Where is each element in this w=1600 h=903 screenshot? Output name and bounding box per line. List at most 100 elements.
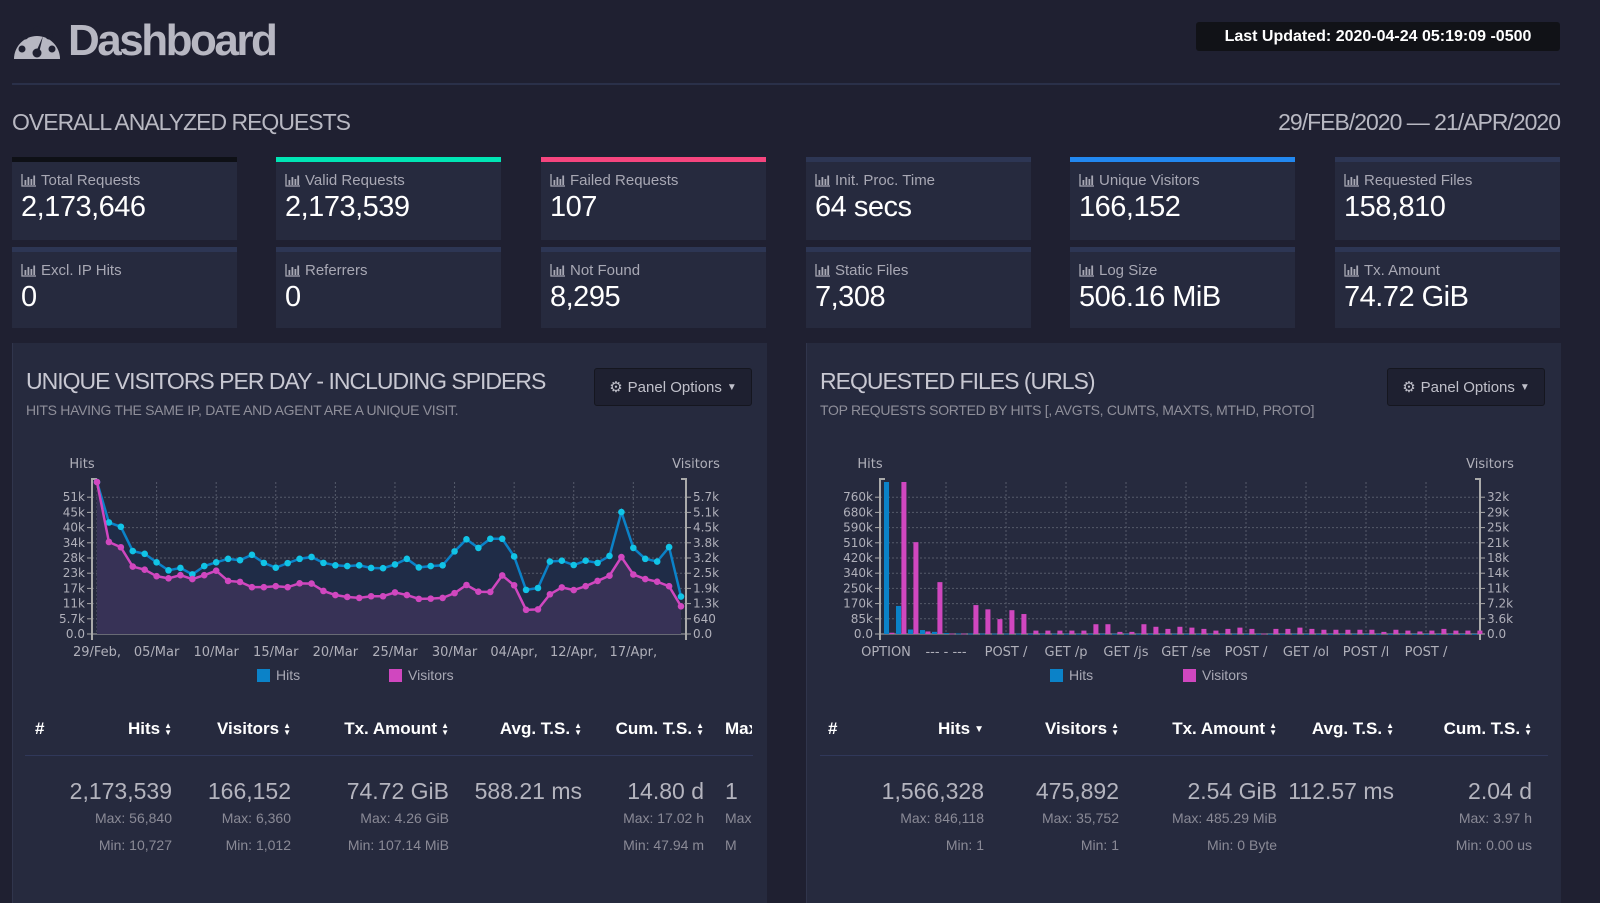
- bar-hits: [1160, 633, 1166, 635]
- stat-label: Total Requests: [21, 172, 228, 189]
- y-tick-label: 680k: [843, 505, 873, 519]
- data-point-hits: [558, 557, 566, 565]
- bar-visitors: [1201, 628, 1207, 634]
- x-tick-label: GET /ol: [1283, 645, 1329, 660]
- legend-swatch: [257, 668, 270, 682]
- stat-label: Valid Requests: [285, 172, 492, 189]
- data-point-visitors: [677, 602, 685, 610]
- panel-options-button[interactable]: ⚙ Panel Options ▼: [1387, 368, 1545, 406]
- bar-chart-icon: [285, 174, 300, 187]
- x-tick-label: POST /: [1225, 645, 1268, 660]
- column-header-sort[interactable]: Cum. T.S. ▲ ▼: [1443, 719, 1532, 738]
- data-point-hits: [343, 562, 351, 570]
- legend-swatch: [1183, 668, 1196, 682]
- bar-visitors: [1177, 626, 1183, 634]
- data-point-visitors: [367, 592, 375, 600]
- y2-tick-label: 4.5k: [693, 521, 719, 535]
- bar-chart-icon: [21, 174, 36, 187]
- y-axis-label: Hits: [857, 457, 882, 472]
- table-max-cell: Max: 4.26 GiB: [360, 810, 449, 826]
- data-point-hits: [177, 564, 184, 572]
- data-point-visitors: [355, 594, 363, 602]
- bar-visitors: [937, 582, 943, 634]
- sort-desc-icon: ▼: [974, 723, 984, 735]
- bar-chart-icon: [815, 174, 830, 187]
- table-totals-cell: 166,152: [207, 778, 291, 804]
- stat-label: Tx. Amount: [1344, 262, 1551, 279]
- legend-hits[interactable]: Hits: [1050, 667, 1093, 683]
- column-header-sort[interactable]: Tx. Amount ▲ ▼: [344, 719, 449, 738]
- bar-hits: [1028, 633, 1034, 635]
- y-tick-label: 5.7k: [59, 612, 85, 626]
- bar-hits: [908, 629, 914, 634]
- data-point-hits: [618, 508, 625, 516]
- bar-hits: [884, 482, 890, 634]
- data-point-visitors: [93, 478, 101, 486]
- column-header-sort[interactable]: Hits ▲ ▼: [127, 719, 172, 738]
- data-point-visitors: [117, 543, 125, 551]
- data-point-hits: [677, 593, 685, 600]
- y-tick-label: 420k: [843, 551, 873, 565]
- column-header-sort[interactable]: Tx. Amount ▲ ▼: [1172, 719, 1277, 738]
- bar-chart-icon: [550, 264, 565, 277]
- data-point-visitors: [487, 588, 494, 596]
- table-totals-cell: 2.04 d: [1468, 778, 1532, 804]
- x-tick-label: POST /: [985, 645, 1028, 660]
- bar-visitors: [1345, 629, 1351, 634]
- bar-hits: [1040, 633, 1046, 635]
- data-point-hits: [224, 555, 232, 563]
- bar-hits: [1268, 633, 1274, 635]
- column-header-sort[interactable]: Max. T.S.▲▼: [725, 719, 752, 738]
- y-tick-label: 23k: [63, 566, 85, 580]
- table-divider: [25, 755, 753, 756]
- table-totals-cell: 475,892: [1035, 778, 1119, 804]
- data-point-hits: [451, 548, 458, 555]
- sort-icon: ▲ ▼: [441, 721, 449, 737]
- panel-options-button[interactable]: ⚙ Panel Options ▼: [594, 368, 752, 406]
- x-tick-label: 04/Apr,: [490, 645, 538, 660]
- data-point-visitors: [165, 575, 172, 582]
- x-tick-label: 30/Mar: [432, 645, 478, 660]
- stat-value: 0: [285, 281, 301, 313]
- data-point-visitors: [296, 580, 303, 587]
- data-point-hits: [510, 553, 518, 560]
- data-point-visitors: [641, 575, 649, 583]
- data-point-visitors: [653, 578, 661, 585]
- table-min-cell: M: [725, 837, 737, 853]
- column-header-sort[interactable]: Visitors ▲ ▼: [217, 719, 291, 738]
- bar-hits: [1088, 633, 1094, 635]
- column-header-sort[interactable]: Visitors ▲ ▼: [1045, 719, 1119, 738]
- bar-visitors: [1309, 628, 1315, 634]
- y2-tick-label: 18k: [1487, 551, 1509, 565]
- bar-hits: [944, 633, 950, 634]
- column-header-sort[interactable]: Cum. T.S. ▲ ▼: [615, 719, 704, 738]
- dashboard-title: Dashboard: [68, 16, 278, 65]
- stat-label: Referrers: [285, 262, 492, 279]
- legend-visitors[interactable]: Visitors: [389, 667, 454, 683]
- table-max-cell: Max: 35,752: [1041, 810, 1119, 826]
- bar-visitors: [1165, 628, 1171, 634]
- page-title: Dashboard: [12, 14, 278, 68]
- column-header-sort[interactable]: Avg. T.S. ▲ ▼: [1311, 719, 1394, 738]
- data-point-visitors: [463, 581, 470, 589]
- bar-hits: [1304, 633, 1310, 635]
- legend-visitors[interactable]: Visitors: [1183, 667, 1248, 683]
- column-header-sort[interactable]: Avg. T.S. ▲ ▼: [499, 719, 582, 738]
- data-point-hits: [105, 519, 113, 526]
- bar-hits: [1016, 633, 1022, 635]
- bar-hits: [1340, 633, 1346, 635]
- bar-hits: [1076, 633, 1082, 635]
- stat-label: Init. Proc. Time: [815, 172, 1022, 189]
- y2-tick-label: 1.9k: [693, 581, 719, 595]
- data-point-visitors: [212, 567, 220, 574]
- legend-hits[interactable]: Hits: [257, 667, 300, 683]
- stat-card: Not Found 8,295: [541, 247, 766, 328]
- table-max-cell: Max: 6,360: [221, 810, 291, 826]
- data-point-visitors: [475, 588, 482, 595]
- bar-visitors: [985, 609, 991, 634]
- y2-tick-label: 7.2k: [1487, 597, 1513, 611]
- column-header-sort[interactable]: Hits ▼: [937, 719, 984, 738]
- data-point-visitors: [546, 591, 554, 598]
- legend-swatch: [1050, 668, 1063, 682]
